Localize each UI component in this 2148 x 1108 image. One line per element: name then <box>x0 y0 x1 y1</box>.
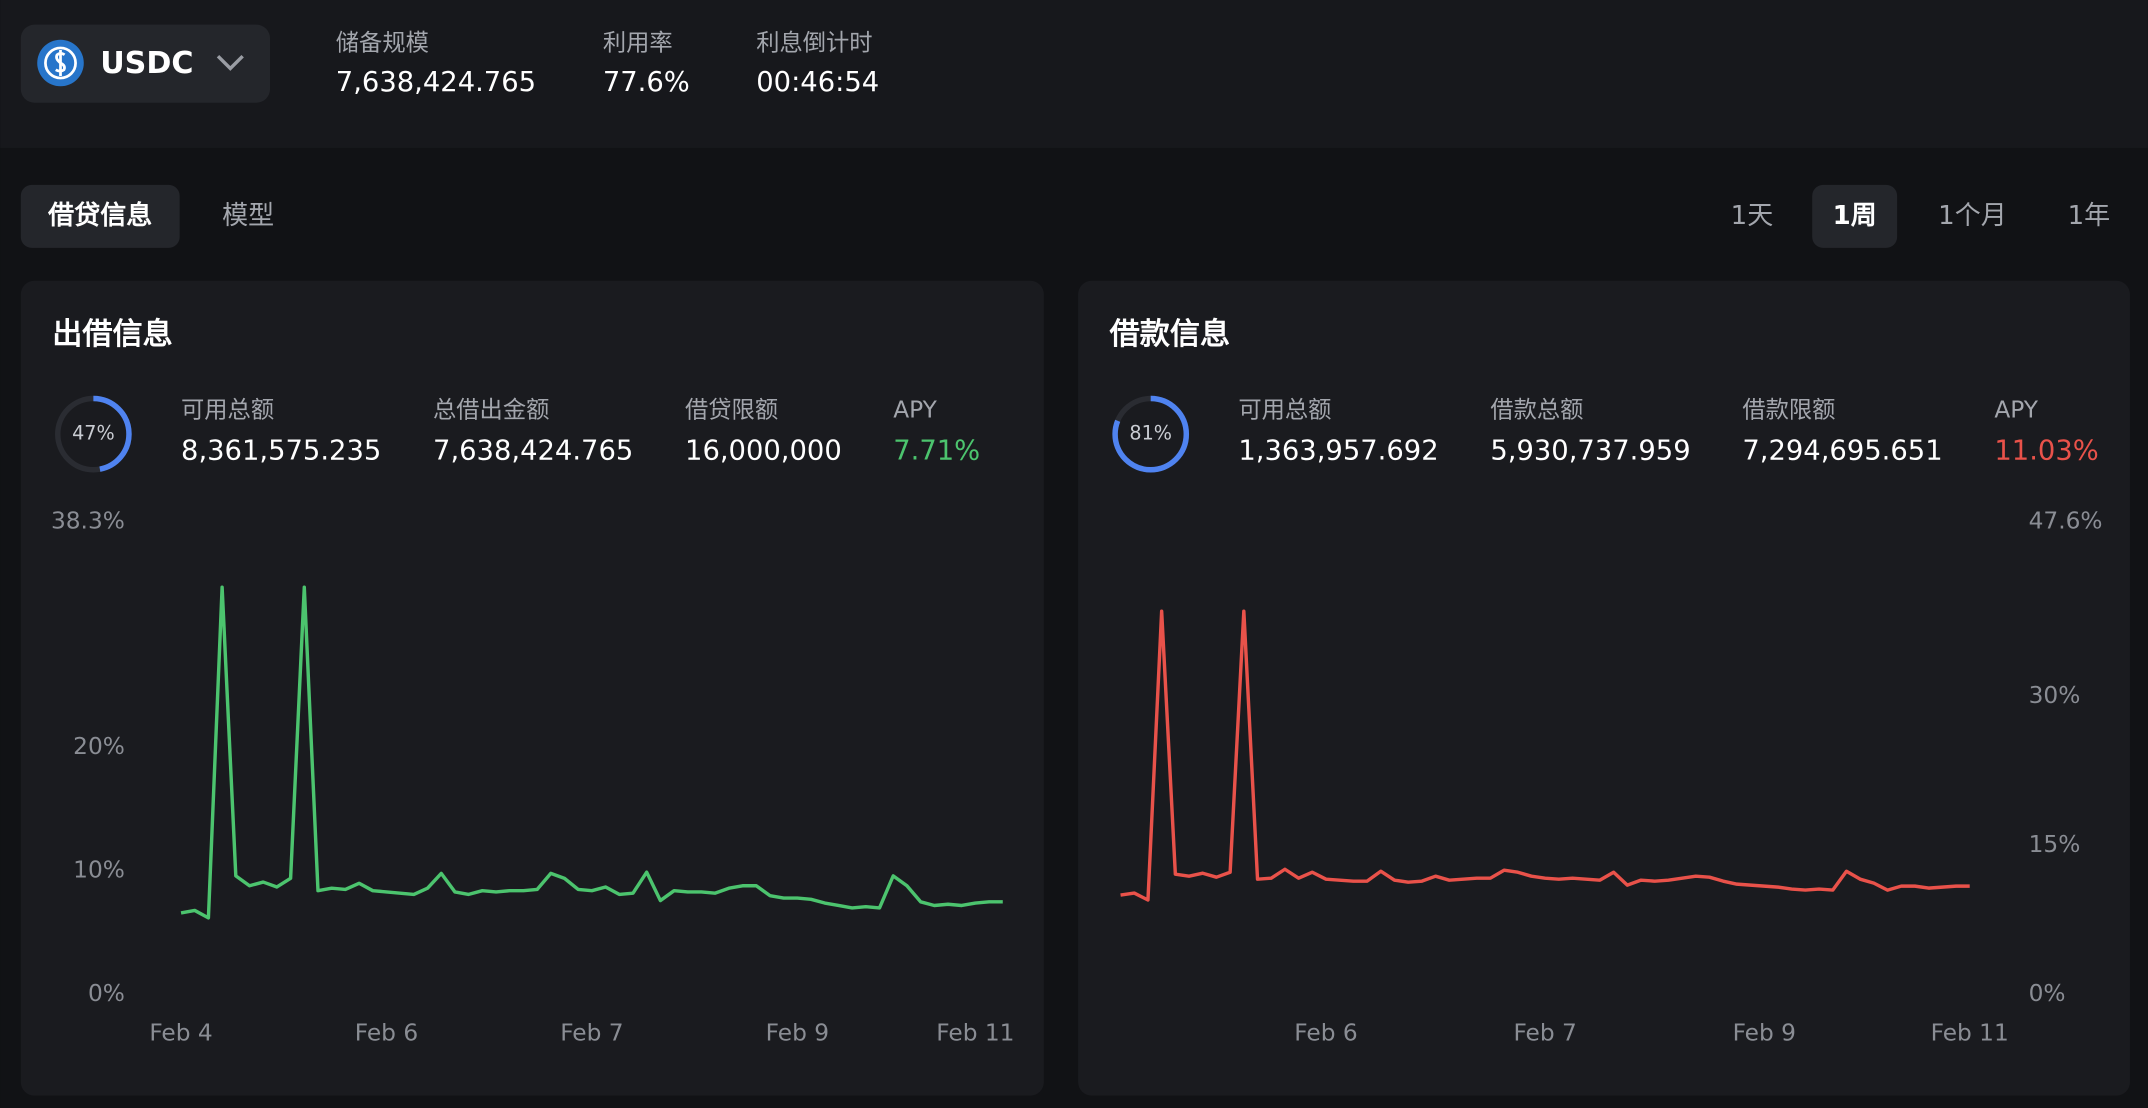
range-button[interactable]: 1周 <box>1833 201 1877 231</box>
x-tick-label: Feb 4 <box>149 1020 212 1047</box>
line-series <box>1120 609 1970 902</box>
usdc-icon-symbol <box>55 49 66 77</box>
x-tick-label: Feb 11 <box>936 1020 1014 1047</box>
usdc-icon-ring <box>44 46 77 80</box>
stat-value: 11.03% <box>1994 435 2098 466</box>
y-tick-label: 20% <box>73 733 125 760</box>
stat-label: 利息倒计时 <box>756 29 872 56</box>
stat-value: 77.6% <box>603 67 690 98</box>
gauge-label: 81% <box>1129 422 1172 445</box>
y-tick-label: 38.3% <box>51 507 125 534</box>
stat-label: 总借出金额 <box>433 396 549 423</box>
stat-value: 8,361,575.235 <box>181 435 381 466</box>
asset-name: USDC <box>100 46 193 81</box>
stat-value: 1,363,957.692 <box>1238 435 1438 466</box>
range-button[interactable]: 1天 <box>1731 201 1774 231</box>
panel <box>1078 280 2130 1096</box>
y-tick-label: 47.6% <box>2029 507 2103 534</box>
gauge-arc <box>1112 395 1190 473</box>
stat-label: 可用总额 <box>181 396 274 423</box>
stat-label: 储备规模 <box>336 29 429 56</box>
gauge-label: 47% <box>72 422 115 445</box>
tab-active-bg[interactable] <box>20 184 180 248</box>
stat-value: 7,294,695.651 <box>1742 435 1942 466</box>
stat-value: 16,000,000 <box>685 435 842 466</box>
stat-label: 利用率 <box>603 29 673 56</box>
stat-label: APY <box>1994 396 2038 423</box>
selector-box[interactable] <box>20 24 271 103</box>
stat-value: 7.71% <box>893 435 980 466</box>
top-bar <box>0 0 2148 148</box>
asset-selector[interactable]: USDC <box>20 24 271 103</box>
chevron[interactable] <box>216 54 244 71</box>
stat-label: 借款限额 <box>1742 396 1835 423</box>
y-tick-label: 30% <box>2029 682 2081 709</box>
y-tick-label: 0% <box>2029 980 2066 1007</box>
x-tick-label: Feb 6 <box>1294 1020 1357 1047</box>
stat-label: 借款总额 <box>1490 396 1583 423</box>
stat-value: 00:46:54 <box>756 67 879 98</box>
tab[interactable]: 模型 <box>222 201 274 231</box>
tab[interactable]: 借贷信息 <box>47 200 152 231</box>
x-tick-label: Feb 6 <box>355 1020 418 1047</box>
x-tick-label: Feb 7 <box>1513 1020 1576 1047</box>
range-active-bg[interactable] <box>1812 184 1898 248</box>
x-tick-label: Feb 9 <box>1733 1020 1796 1047</box>
range-button[interactable]: 1年 <box>2068 201 2111 231</box>
y-tick-label: 0% <box>88 980 125 1007</box>
y-tick-label: 15% <box>2029 831 2081 858</box>
stat-value: 7,638,424.765 <box>433 435 633 466</box>
x-tick-label: Feb 11 <box>1931 1020 2009 1047</box>
panel-title: 借款信息 <box>1109 316 1230 352</box>
stat-value: 5,930,737.959 <box>1490 435 1690 466</box>
stat-value: 7,638,424.765 <box>336 67 536 98</box>
panel <box>20 280 1044 1096</box>
stat-label: 可用总额 <box>1238 396 1331 423</box>
line-series <box>180 585 1003 920</box>
stat-label: 借贷限额 <box>685 396 778 423</box>
x-tick-label: Feb 7 <box>560 1020 623 1047</box>
y-tick-label: 10% <box>73 856 125 883</box>
range-button[interactable]: 1个月 <box>1938 201 2007 231</box>
x-tick-label: Feb 9 <box>766 1020 829 1047</box>
panel-title: 出借信息 <box>52 316 173 352</box>
gauge-arc <box>55 395 132 473</box>
stat-label: APY <box>893 396 937 423</box>
